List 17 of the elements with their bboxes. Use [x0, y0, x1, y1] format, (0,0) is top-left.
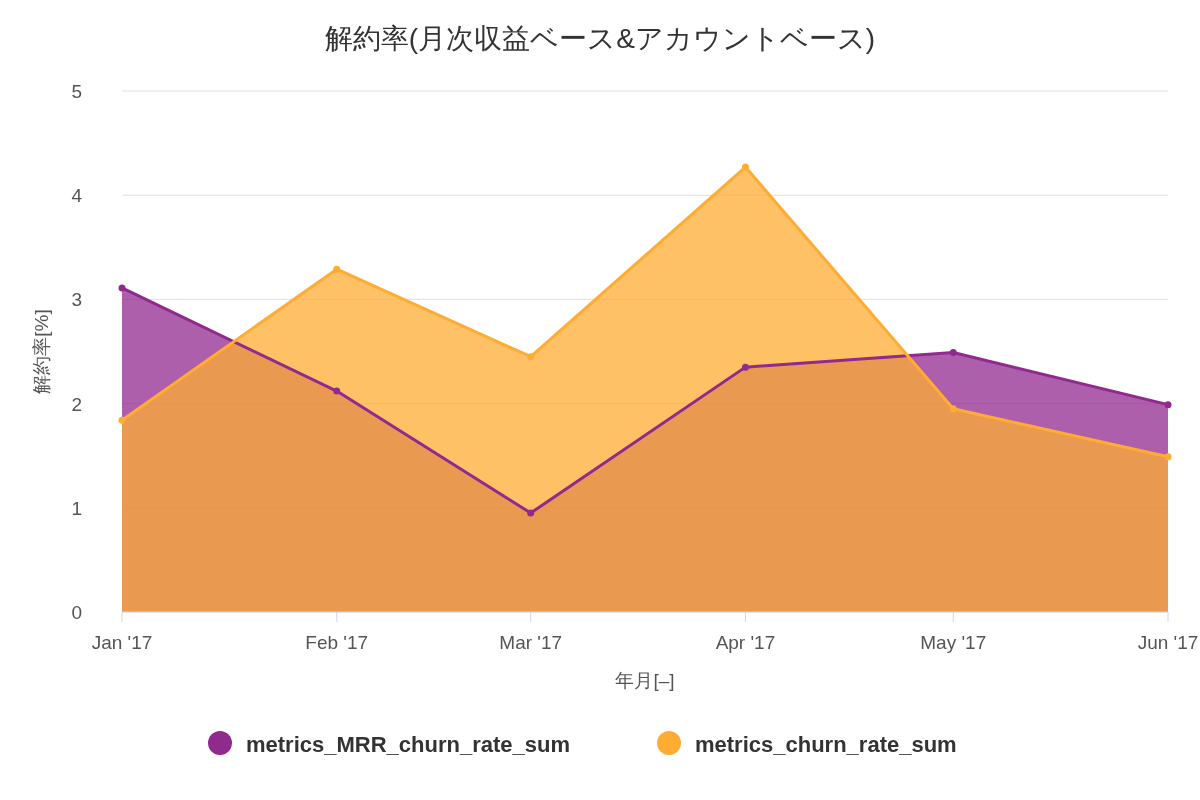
x-tick-label: Apr '17	[715, 632, 776, 653]
x-tick-label: Jan '17	[91, 632, 153, 653]
y-tick-label: 3	[71, 289, 82, 311]
legend-label: metrics_churn_rate_sum	[695, 732, 957, 757]
chart-title: 解約率(月次収益ベース&アカウントベース)	[324, 23, 876, 54]
y-tick-label: 4	[71, 185, 83, 207]
y-axis-title: 解約率[%]	[31, 309, 52, 394]
y-tick-label: 5	[71, 81, 82, 102]
y-tick-label: 1	[71, 497, 82, 519]
x-tick-label: May '17	[920, 632, 987, 653]
x-tick-label: Mar '17	[499, 632, 563, 653]
x-tick-label: Feb '17	[305, 632, 369, 653]
y-tick-label: 2	[71, 393, 82, 415]
x-tick-label: Jun '17	[1137, 632, 1199, 653]
y-tick-label: 0	[71, 602, 82, 623]
legend-label: metrics_MRR_churn_rate_sum	[246, 732, 571, 757]
x-axis-title: 年月[–]	[615, 670, 675, 691]
